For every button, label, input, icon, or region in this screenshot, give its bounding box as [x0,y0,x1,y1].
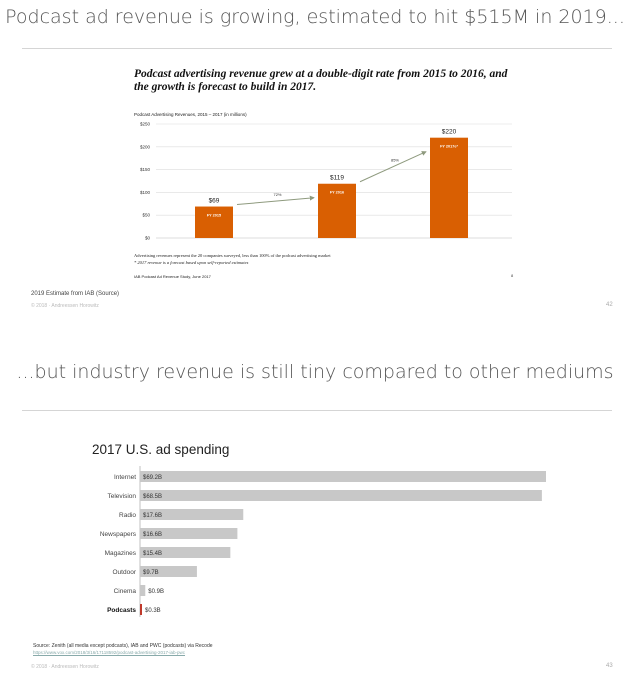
chart2-value-label: $0.3B [145,608,161,614]
chart2-category-label: Internet [114,474,136,481]
slide1-page-number: 42 [606,302,613,308]
chart2-value-label: $16.6B [143,532,162,538]
slide1-footnote: 2019 Estimate from IAB (Source) [31,291,120,297]
chart1-note-2: * 2017 revenue is a forecast based upon … [134,260,249,265]
chart2-bar [140,604,142,615]
chart1-bar [318,183,356,238]
slide1-copyright: © 2018 · Andreessen Horowitz [31,303,99,309]
chart1-bar [195,206,233,238]
chart1-growth-arrow [359,151,427,183]
chart1-value-label: $119 [330,175,344,182]
chart1-subtitle: Podcast Advertising Revenues, 2015 – 201… [134,112,247,117]
chart2-category-label: Cinema [114,588,137,595]
chart2-bar [140,509,244,520]
slide1-heading: Podcast ad revenue is growing, estimated… [5,6,625,28]
chart2-category-label: Radio [119,512,136,519]
slide2-source: Source: Zenith (all media except podcast… [33,643,213,649]
chart2-category-label: Podcasts [107,607,136,614]
chart2-bar [140,471,546,482]
chart2-category-label: Newspapers [100,531,137,538]
slide1-divider [22,48,612,49]
chart1-y-tick-label: $150 [140,167,151,172]
chart1-bar [430,137,468,238]
chart1-title: Podcast advertising revenue grew at a do… [134,68,508,93]
chart1-value-label: $69 [209,198,220,205]
chart1-growth-arrow [236,195,315,206]
chart2-value-label: $0.9B [148,589,164,595]
chart1-y-tick-label: $100 [140,190,151,195]
chart2-bar [140,585,146,596]
chart2-category-label: Outdoor [113,569,137,576]
chart1-inner-page: 8 [511,273,514,278]
slide2-divider [22,410,612,411]
chart1-y-tick-label: $50 [142,213,150,218]
chart2-bar [140,528,238,539]
chart1-category-label: FY 2017e* [440,145,458,149]
chart1-category-label: FY 2015 [207,214,221,218]
chart2-bar [140,547,231,558]
chart2-value-label: $69.2B [143,475,162,481]
chart1-category-label: FY 2016 [330,191,344,195]
chart2-category-label: Television [107,493,136,500]
chart2-svg: Internet $69.2B Television $68.5B Radio $17.6… [100,466,546,617]
chart1-note-1: Advertising revenues represent the 20 co… [134,253,331,258]
slide2-page-number: 43 [606,663,613,669]
slide2-source-link[interactable]: https://www.vox.com/2018/3/16/17118592/p… [33,650,186,655]
chart2-value-label: $68.5B [143,494,162,500]
chart2-category-label: Magazines [105,550,137,557]
chart1-y-tick-label: $200 [140,144,151,149]
slide2-heading: ...but industry revenue is still tiny co… [16,361,614,383]
chart1-source: IAB Podcast Ad Revenue Study, June 2017 [134,274,211,279]
chart1-growth-label: 72% [273,192,281,197]
slide2-copyright: © 2018 · Andreessen Horowitz [31,664,99,670]
chart1-y-tick-label: $0 [145,236,151,241]
chart2-value-label: $17.6B [143,513,162,519]
chart1-svg: $0 $50 $100 $150 $200 $250 $69 FY 2015 $119 FY 20… [140,122,512,241]
chart2-value-label: $9.7B [143,570,159,576]
chart1-y-tick-label: $250 [140,122,151,127]
chart2-bar [140,566,197,577]
chart2-title: 2017 U.S. ad spending [92,442,230,457]
chart2-value-label: $15.4B [143,551,162,557]
chart1-value-label: $220 [442,129,457,136]
chart1-growth-label: 85% [391,158,399,163]
chart2-bar [140,490,542,501]
